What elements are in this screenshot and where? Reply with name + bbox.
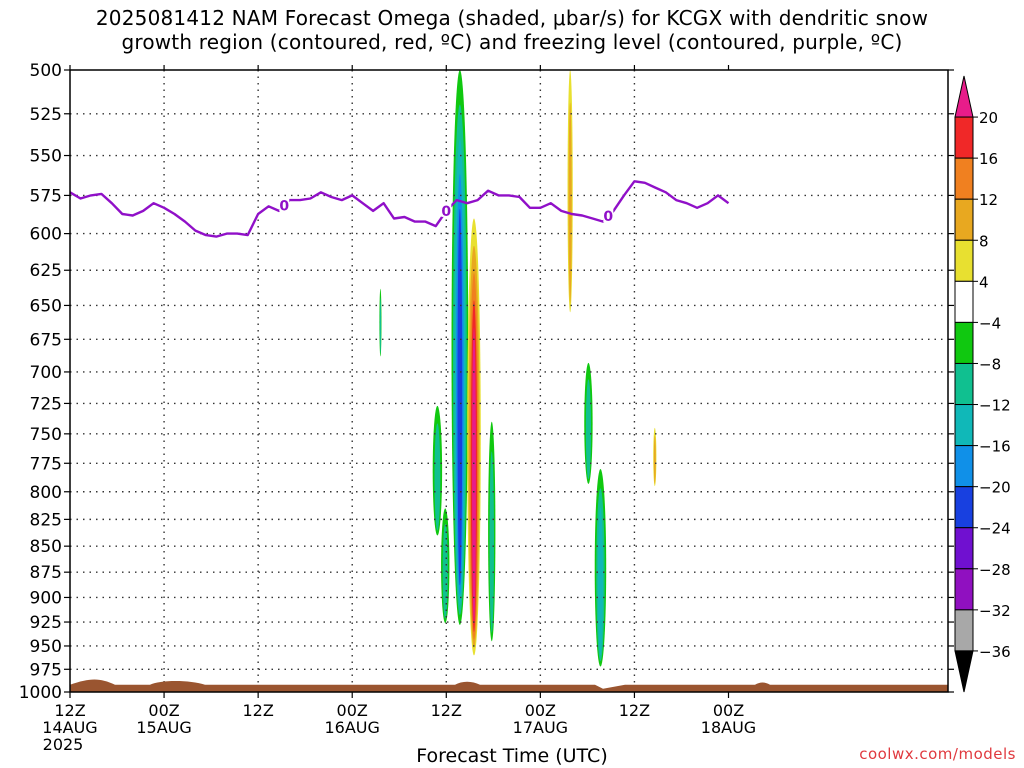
y-tick-label: 825 <box>30 510 62 530</box>
x-tick-label: 12Z <box>431 701 462 720</box>
colorbar-label: −16 <box>979 438 1011 456</box>
x-tick-label: 12Z <box>54 701 85 720</box>
x-tick-label: 17AUG <box>513 718 568 737</box>
colorbar: 20 16 12 8 4 −4 −8 −12 −16 −20 −24 −28 −32 −36 <box>954 75 1011 693</box>
y-tick-label: 750 <box>30 425 62 445</box>
x-tick-label: 14AUG <box>42 718 97 737</box>
y-tick-label: 675 <box>30 330 62 350</box>
credit-text: coolwx.com/models <box>859 745 1016 763</box>
colorbar-label: 4 <box>979 273 989 291</box>
y-tick-label: 700 <box>30 363 62 383</box>
y-tick-label: 950 <box>30 637 62 657</box>
x-tick-label: 00Z <box>148 701 179 720</box>
y-axis: 500 525 550 575 600 625 650 675 700 725 750 775 800 8… <box>19 61 954 703</box>
terrain-strip <box>70 679 948 692</box>
colorbar-label: −32 <box>979 602 1011 620</box>
colorbar-swatch <box>954 198 974 241</box>
y-tick-label: 550 <box>30 147 62 167</box>
omega-region-6-level-1 <box>568 102 572 303</box>
y-tick-label: 800 <box>30 483 62 503</box>
y-tick-label: 875 <box>30 563 62 583</box>
colorbar-label: 12 <box>979 191 998 209</box>
y-tick-label: 500 <box>30 61 62 81</box>
x-tick-label: 2025 <box>43 735 84 754</box>
y-tick-label: 725 <box>30 394 62 414</box>
x-tick-label: 16AUG <box>325 718 380 737</box>
x-tick-label: 00Z <box>713 701 744 720</box>
colorbar-swatch <box>954 404 974 447</box>
omega-region-2-level-1 <box>434 423 441 531</box>
omega-region-4-level-1 <box>489 451 495 633</box>
freezing-level-line <box>69 180 730 238</box>
colorbar-label: 16 <box>979 150 998 168</box>
y-tick-label: 575 <box>30 186 62 206</box>
omega-region-9-level-1 <box>653 435 656 484</box>
y-tick-label: 625 <box>30 261 62 281</box>
omega-shading <box>379 69 657 667</box>
y-tick-label: 975 <box>30 660 62 680</box>
colorbar-label: −4 <box>979 314 1001 332</box>
colorbar-label: 20 <box>979 109 998 127</box>
chart-title-line2: growth region (contoured, red, ºC) and f… <box>121 30 903 54</box>
colorbar-swatch <box>954 445 974 488</box>
x-tick-label: 00Z <box>525 701 556 720</box>
colorbar-bottom-arrow <box>954 650 974 693</box>
y-tick-label: 525 <box>30 105 62 125</box>
colorbar-swatch <box>954 116 974 159</box>
colorbar-swatch <box>954 609 974 652</box>
freezing-level-label: 0 <box>279 199 289 215</box>
y-tick-label: 925 <box>30 613 62 633</box>
freezing-level-label-bg <box>279 197 290 212</box>
x-axis-label: Forecast Time (UTC) <box>416 745 608 767</box>
colorbar-top-arrow <box>954 75 974 118</box>
y-tick-label: 850 <box>30 537 62 557</box>
colorbar-swatch <box>954 568 974 611</box>
colorbar-label: −8 <box>979 355 1001 373</box>
colorbar-swatch <box>954 280 974 323</box>
colorbar-swatch <box>954 362 974 406</box>
x-tick-label: 00Z <box>337 701 368 720</box>
chart-title: 2025081412 NAM Forecast Omega (shaded, μ… <box>0 6 1024 54</box>
y-tick-label: 1000 <box>19 683 62 703</box>
omega-region-1-level-4 <box>472 327 476 625</box>
x-tick-label: 12Z <box>619 701 650 720</box>
plot-frame <box>69 69 949 693</box>
x-tick-label: 12Z <box>242 701 273 720</box>
chart-title-line1: 2025081412 NAM Forecast Omega (shaded, μ… <box>95 6 929 30</box>
freezing-level-label: 0 <box>603 209 613 225</box>
colorbar-label: −36 <box>979 643 1011 661</box>
colorbar-swatch <box>954 157 974 200</box>
y-tick-label: 650 <box>30 296 62 316</box>
colorbar-label: −28 <box>979 561 1011 579</box>
x-tick-label: 18AUG <box>701 718 756 737</box>
colorbar-swatch <box>954 486 974 529</box>
colorbar-swatch <box>954 527 974 570</box>
y-tick-label: 900 <box>30 588 62 608</box>
omega-region-5-level-1 <box>379 297 382 354</box>
grid <box>70 70 948 692</box>
x-tick-label: 15AUG <box>136 718 191 737</box>
omega-region-0-level-4 <box>457 208 463 586</box>
omega-region-3-level-1 <box>442 523 448 619</box>
omega-region-7-level-1 <box>585 379 592 480</box>
omega-region-8-level-2 <box>597 507 604 656</box>
colorbar-label: −12 <box>979 397 1011 415</box>
freezing-level-label: 0 <box>441 204 451 220</box>
freezing-level-label-bg <box>603 208 614 223</box>
colorbar-label: −24 <box>979 520 1011 538</box>
y-tick-label: 775 <box>30 454 62 474</box>
colorbar-swatch <box>954 239 974 282</box>
colorbar-swatch <box>954 321 974 364</box>
colorbar-label: −20 <box>979 479 1011 497</box>
y-tick-label: 600 <box>30 225 62 245</box>
freezing-level-label-bg <box>441 202 452 217</box>
colorbar-label: 8 <box>979 232 989 250</box>
